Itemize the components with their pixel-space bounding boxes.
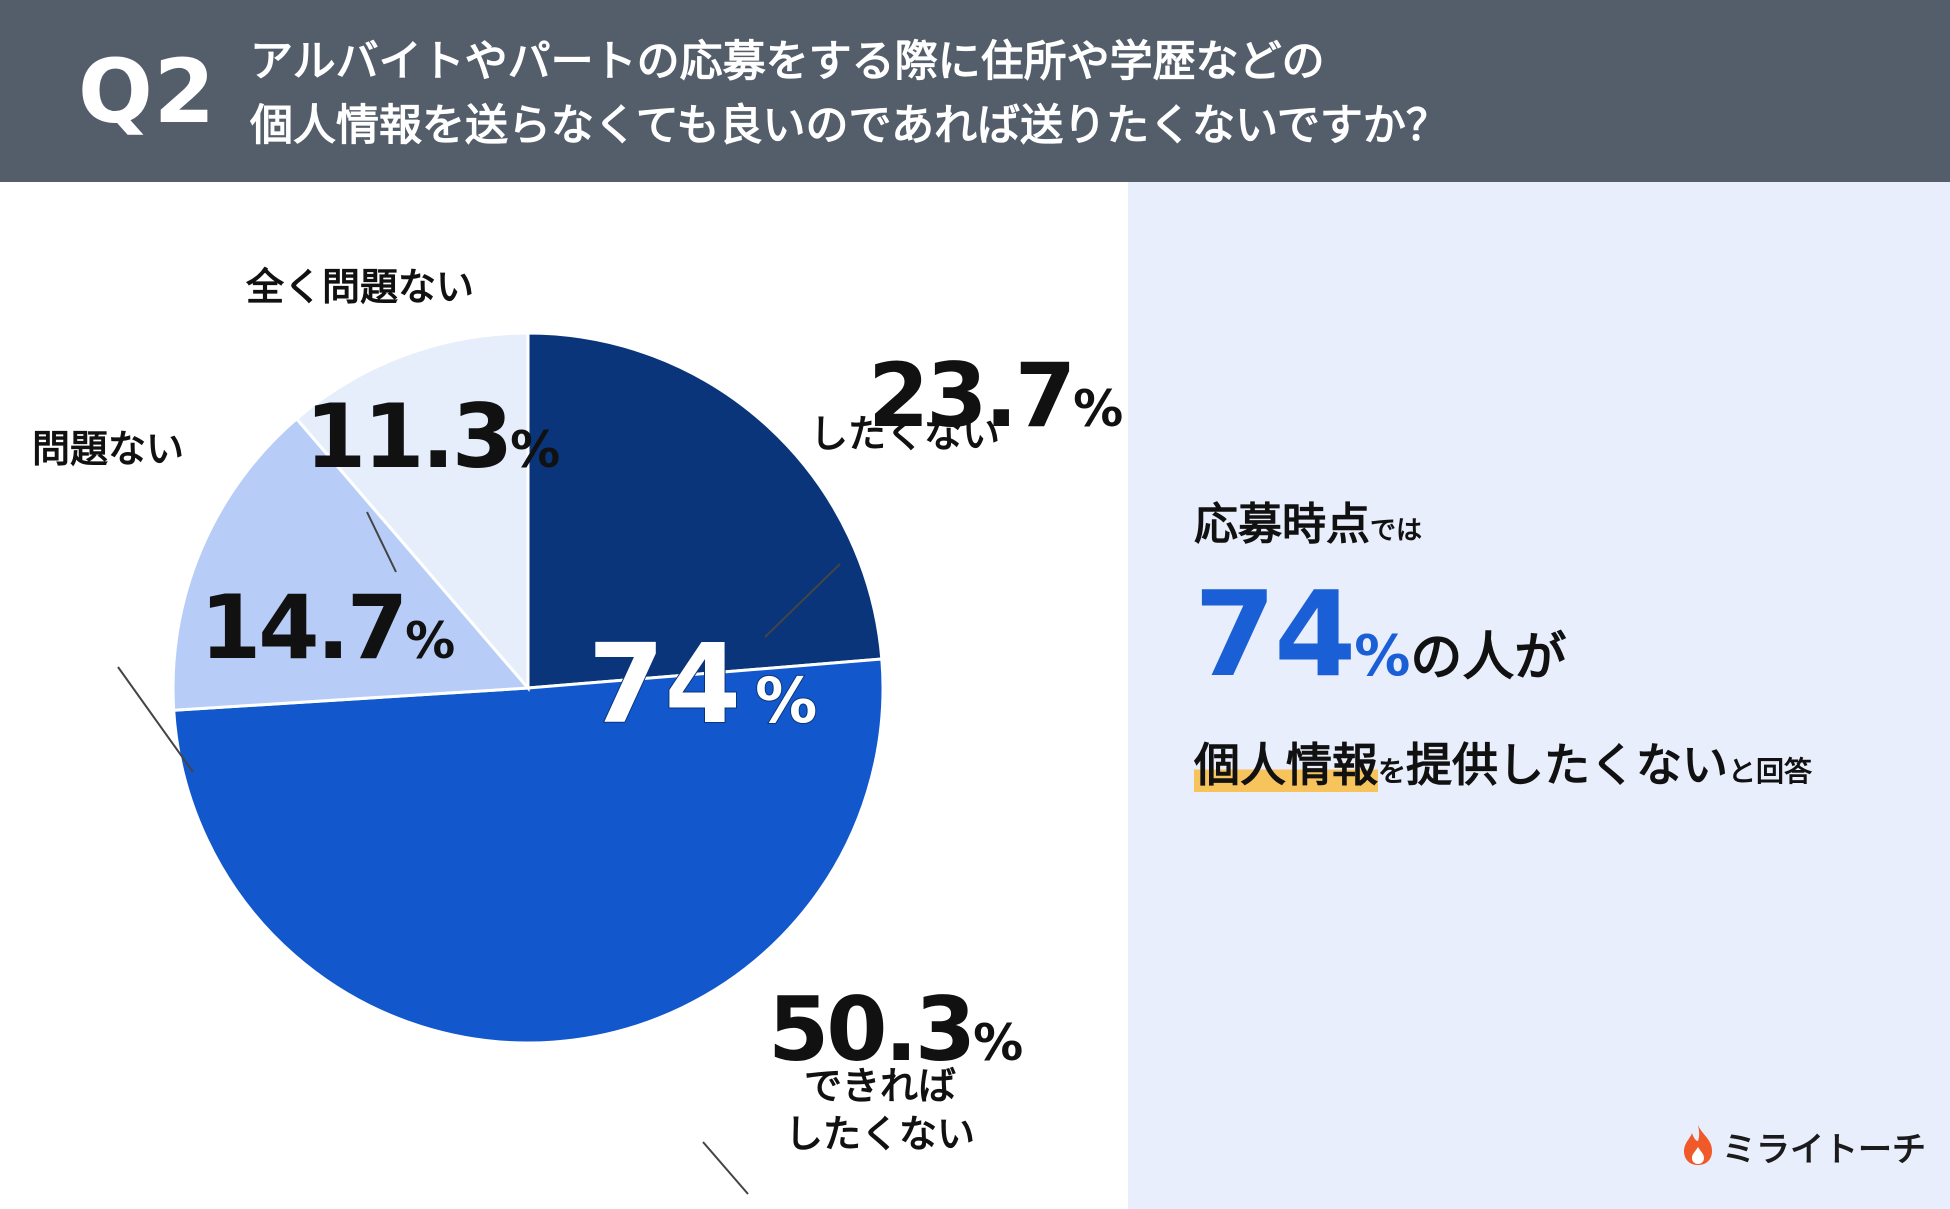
question-line-2: 個人情報を送らなくても良いのであれば送りたくないですか？: [250, 101, 1449, 151]
label-mondainai: 問題ない: [32, 427, 184, 471]
center-total-unit: %: [755, 664, 817, 737]
summary-percent-sign: %: [1354, 624, 1411, 689]
question-number: Q2: [78, 40, 217, 143]
flame-icon: [1680, 1123, 1716, 1171]
summary-line-3-small-1: を: [1378, 755, 1407, 788]
summary-percentage: 74: [1194, 565, 1356, 703]
summary-line-1: 応募時点では: [1194, 490, 1812, 566]
center-total-label: 74%: [588, 620, 817, 748]
question-text: アルバイトやパートの応募をする際に住所や学歴などの 個人情報を送らなくても良いの…: [250, 30, 1910, 158]
label-shitakunai: したくない: [810, 412, 1000, 456]
summary-line-2: 74%の人が: [1194, 574, 1812, 718]
value-dekireba-unit: %: [973, 1014, 1023, 1072]
value-dekireba: 50.3%: [768, 978, 1023, 1081]
value-mattaku-number: 11.3: [305, 385, 510, 488]
center-total-number: 74: [588, 620, 741, 748]
label-dekireba-line2: したくない: [785, 1112, 975, 1156]
value-shitakunai-number: 23.7: [868, 344, 1073, 447]
pie-chart: したくない23.7%50.3%できればしたくない問題ない14.7%全く問題ない1…: [32, 265, 1123, 1195]
value-shitakunai-unit: %: [1073, 380, 1123, 438]
slice-mattaku-mondainai: [294, 331, 530, 693]
summary-line-3: 個人情報を提供したくないと回答: [1194, 730, 1812, 807]
summary-line-3-main: 提供したくない: [1406, 738, 1729, 792]
brand-logo: ミライトーチ: [1680, 1122, 1926, 1172]
question-header: Q2 アルバイトやパートの応募をする際に住所や学歴などの 個人情報を送らなくても…: [0, 0, 1950, 182]
summary-highlight: 個人情報: [1194, 738, 1378, 792]
leader-line-shitakunai: [764, 563, 841, 638]
summary-line-1-main: 応募時点: [1194, 499, 1370, 550]
leader-line-dekireba: [702, 1141, 749, 1195]
label-dekireba-line1: できれば: [804, 1064, 956, 1108]
slice-shitakunai: [526, 331, 884, 690]
slice-mondainai: [171, 416, 532, 712]
summary-line-3-small-2: と回答: [1728, 755, 1813, 788]
value-mattaku-unit: %: [510, 421, 560, 479]
leader-line-mattaku: [366, 511, 397, 573]
value-mondainai-number: 14.7: [200, 576, 405, 679]
summary-line-1-small: では: [1370, 516, 1423, 546]
summary-line-2-rest: の人が: [1410, 628, 1567, 688]
summary-text: 応募時点では 74%の人が 個人情報を提供したくないと回答: [1194, 490, 1812, 807]
value-mondainai-unit: %: [405, 612, 455, 670]
question-line-1: アルバイトやパートの応募をする際に住所や学歴などの: [250, 37, 1325, 87]
chart-area: したくない 23.7% 50.3% できれば したくない 問題ない 14.7% 全く問題ない 1…: [0, 182, 1128, 1209]
label-mattaku: 全く問題ない: [245, 265, 474, 309]
value-mondainai: 14.7%: [200, 576, 455, 679]
leader-line-mondainai: [117, 666, 194, 773]
value-dekireba-number: 50.3: [768, 978, 973, 1081]
value-mattaku: 11.3%: [305, 385, 560, 488]
slice-dekireba-shitakunai: [172, 657, 885, 1045]
brand-name: ミライトーチ: [1722, 1130, 1926, 1170]
summary-panel: [1128, 182, 1950, 1209]
value-shitakunai: 23.7%: [868, 344, 1123, 447]
